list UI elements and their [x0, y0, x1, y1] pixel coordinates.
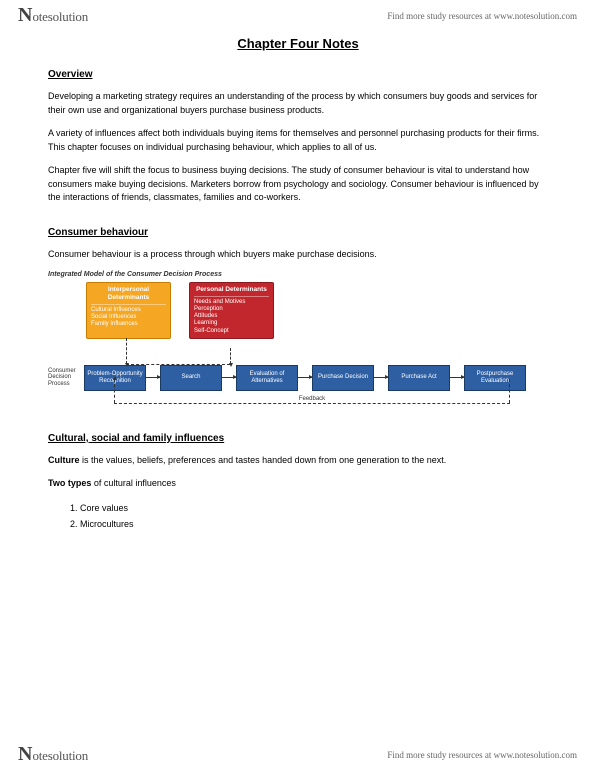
arrow-icon: [450, 377, 464, 378]
list-item: Core values: [80, 501, 548, 515]
personal-heading: Personal Determinants: [194, 286, 269, 297]
process-row: Consumer Decision Process Problem-Opport…: [48, 365, 548, 391]
arrow-icon: [222, 377, 236, 378]
brand-logo: Notesolution: [18, 4, 88, 27]
header-watermark: Notesolution Find more study resources a…: [0, 4, 595, 27]
page-title: Chapter Four Notes: [48, 36, 548, 51]
brand-initial: N: [18, 4, 32, 27]
feedback-right-line: [509, 379, 510, 403]
culture-def: Culture is the values, beliefs, preferen…: [48, 454, 548, 468]
two-types-rest: of cultural influences: [91, 478, 176, 488]
diagram-title: Integrated Model of the Consumer Decisio…: [48, 271, 548, 278]
process-step-3: Purchase Decision: [312, 365, 374, 391]
overview-para-2: A variety of influences affect both indi…: [48, 127, 548, 154]
feedback-left-arrow: [114, 379, 115, 403]
brand-logo: Notesolution: [18, 743, 88, 766]
process-step-1: Search: [160, 365, 222, 391]
interpersonal-box: Interpersonal Determinants Cultural Infl…: [86, 282, 171, 339]
two-types-line: Two types of cultural influences: [48, 477, 548, 491]
process-side-label: Consumer Decision Process: [48, 368, 84, 388]
overview-para-1: Developing a marketing strategy requires…: [48, 90, 548, 117]
dash-arrow-2: [230, 348, 231, 364]
brand-rest: otesolution: [32, 9, 88, 25]
brand-initial: N: [18, 743, 32, 766]
dash-horizontal: [126, 364, 230, 365]
dash-arrow-1: [126, 338, 127, 364]
feedback-loop: Feedback: [84, 397, 540, 413]
overview-heading: Overview: [48, 69, 548, 80]
overview-para-3: Chapter five will shift the focus to bus…: [48, 164, 548, 205]
diagram-body: Interpersonal Determinants Cultural Infl…: [48, 282, 548, 413]
footer-tagline: Find more study resources at www.notesol…: [387, 750, 577, 760]
brand-rest: otesolution: [32, 748, 88, 764]
behaviour-heading: Consumer behaviour: [48, 227, 548, 238]
process-step-5: Postpurchase Evaluation: [464, 365, 526, 391]
interpersonal-lines: Cultural Influences Social Influences Fa…: [91, 307, 166, 329]
culture-rest: is the values, beliefs, preferences and …: [80, 455, 447, 465]
process-step-2: Evaluation of Alternatives: [236, 365, 298, 391]
process-step-4: Purchase Act: [388, 365, 450, 391]
interpersonal-heading: Interpersonal Determinants: [91, 286, 166, 305]
feedback-horizontal: [114, 403, 510, 404]
list-item: Microcultures: [80, 517, 548, 531]
behaviour-para-1: Consumer behaviour is a process through …: [48, 248, 548, 262]
culture-bold: Culture: [48, 455, 80, 465]
arrow-icon: [146, 377, 160, 378]
header-tagline: Find more study resources at www.notesol…: [387, 11, 577, 21]
arrow-icon: [374, 377, 388, 378]
footer-watermark: Notesolution Find more study resources a…: [0, 743, 595, 766]
cultural-heading: Cultural, social and family influences: [48, 433, 548, 444]
document-page: Chapter Four Notes Overview Developing a…: [48, 36, 548, 534]
personal-lines: Needs and Motives Perception Attitudes L…: [194, 299, 269, 335]
feedback-label: Feedback: [296, 396, 328, 402]
types-list: Core values Microcultures: [80, 501, 548, 532]
two-types-bold: Two types: [48, 478, 91, 488]
decision-process-diagram: Integrated Model of the Consumer Decisio…: [48, 271, 548, 413]
arrow-icon: [298, 377, 312, 378]
determinants-row: Interpersonal Determinants Cultural Infl…: [86, 282, 548, 339]
personal-box: Personal Determinants Needs and Motives …: [189, 282, 274, 339]
